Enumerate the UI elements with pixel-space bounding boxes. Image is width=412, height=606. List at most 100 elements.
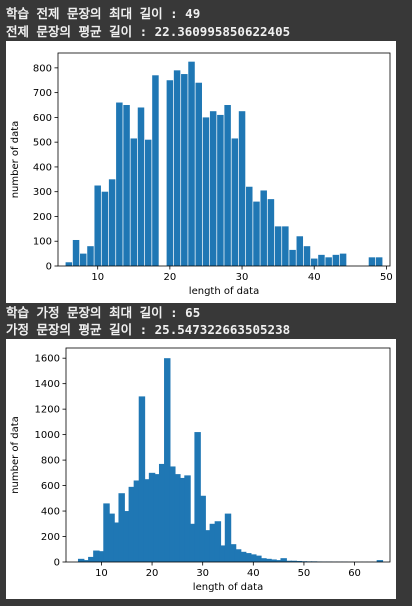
histogram-1-svg: 10 20 30 40 500100200300400500600700800lengt… [10, 52, 393, 297]
histogram-2-x-tick-label: 60 [348, 568, 361, 579]
histogram-2-bar [250, 554, 257, 562]
histogram-2-bar [93, 550, 100, 562]
histogram-1-bar [173, 70, 181, 266]
histogram-2-y-tick-label: 1600 [35, 354, 60, 365]
histogram-1-bar [325, 257, 332, 266]
histogram-2-svg: 10 20 30 40 50 600200400600800100012001400160… [10, 347, 391, 593]
histogram-2-bar [174, 474, 181, 562]
histogram-1-y-tick-label: 200 [33, 212, 52, 223]
histogram-2-bar [153, 474, 161, 562]
histogram-2-bar [260, 558, 267, 562]
histogram-2-bar [204, 530, 211, 562]
histogram-1-bar [310, 258, 318, 266]
histogram-1-x-tick-label: 50 [380, 272, 393, 283]
histogram-2-bar [285, 560, 292, 562]
histogram-1-bar [72, 239, 80, 266]
histogram-2-bar [275, 560, 282, 562]
histogram-2-bar [143, 479, 151, 562]
histogram-1-bar [246, 186, 253, 266]
histogram-1-x-tick-label: 30 [236, 272, 249, 283]
histogram-1-bar [123, 105, 130, 266]
histogram-1-bar [101, 191, 109, 266]
histogram-2-x-tick-label: 50 [298, 568, 311, 579]
histogram-2-y-axis-label: number of data [10, 416, 21, 494]
histogram-1-bar [238, 111, 246, 266]
histogram-2-bar [234, 549, 242, 562]
histogram-1-bar [274, 226, 282, 266]
histogram-2-bar [295, 560, 303, 562]
histogram-1-bar [209, 111, 217, 266]
histogram-2-bar [133, 480, 141, 562]
histogram-2-axes-frame [65, 347, 391, 563]
histogram-2-bar [128, 486, 136, 562]
histogram-2-bar [229, 544, 237, 562]
histogram-2-bar [255, 555, 262, 562]
histogram-1-bar [231, 138, 239, 266]
histogram-2-bar [148, 472, 156, 562]
histogram-2-y-tick-label: 400 [41, 507, 60, 518]
histogram-1-bar [195, 82, 202, 266]
histogram-1-bar [318, 254, 325, 266]
histogram-2-bar [123, 511, 130, 562]
output-1-line-2: 전제 문장의 평균 길이 : 22.360995850622405 [6, 24, 291, 39]
histogram-2-bar [164, 358, 171, 562]
histogram-1-x-tick-label: 10 [91, 272, 104, 283]
histogram-1-y-tick-label: 300 [33, 187, 52, 198]
histogram-1-bar [87, 246, 94, 266]
histogram-1-x-axis-label: length of data [189, 286, 259, 297]
histogram-2-bar [199, 495, 206, 562]
histogram-2-bar [239, 551, 247, 562]
histogram-1-bar [224, 105, 231, 266]
histogram-1-bar [202, 117, 210, 267]
histogram-1-bar [375, 257, 383, 266]
histogram-2-bar [376, 560, 384, 562]
histogram-1-bar [289, 249, 296, 266]
histogram-2-y-tick-label: 1400 [35, 379, 60, 390]
histogram-2-bar [108, 513, 115, 562]
histogram-1-y-tick-label: 100 [33, 237, 52, 248]
histogram-2-x-tick-label: 40 [247, 568, 260, 579]
histogram-1-y-axis-label: number of data [10, 121, 21, 199]
histogram-2-x-axis-label: length of data [193, 582, 263, 593]
histogram-1-y-tick-label: 800 [33, 63, 52, 74]
histogram-2-bar [138, 396, 146, 562]
histogram-2-bar [209, 523, 217, 562]
histogram-1-bar [94, 185, 101, 266]
histogram-1-bar [332, 254, 340, 266]
histogram-2-bar [290, 560, 298, 562]
histogram-1-bar [152, 75, 159, 266]
histogram-2-bar [280, 558, 287, 562]
histogram-2-y-tick-label: 1200 [35, 405, 60, 416]
histogram-1-bar [80, 253, 87, 266]
histogram-2-bar [118, 493, 125, 562]
output-2-line-2: 가정 문장의 평균 길이 : 25.547322663505238 [6, 322, 291, 337]
histogram-2-bar [103, 503, 110, 562]
histogram-1-bar [188, 61, 195, 266]
histogram-1-bar [65, 262, 73, 266]
histogram-1-bar [108, 179, 116, 266]
histogram-2-bars [77, 358, 384, 562]
histogram-2-bar [169, 466, 176, 562]
histogram-1-x-tick-label: 40 [308, 272, 321, 283]
histogram-1-bar [303, 246, 311, 266]
histogram-2-y-tick-label: 0 [54, 558, 60, 569]
histogram-1-bar [260, 190, 267, 266]
histogram-2-bar [77, 558, 85, 562]
histogram-1-bar [368, 257, 376, 266]
histogram-2-x-tick-label: 30 [196, 568, 209, 579]
histogram-1-bar [144, 139, 152, 266]
output-1-line-1: 학습 전제 문장의 최대 길이 : 49 [6, 6, 201, 21]
histogram-2-bar [98, 551, 105, 562]
histogram-1-bar [267, 199, 275, 266]
histogram-1-bars [65, 61, 383, 267]
histogram-2-y-tick-label: 800 [41, 456, 60, 467]
histogram-1-bar [137, 107, 145, 267]
histogram-1-bar [116, 102, 123, 266]
histogram-1-bar [253, 201, 260, 266]
histogram-2-y-tick-label: 600 [41, 481, 60, 492]
histogram-1-bar [339, 253, 347, 266]
histogram-1: 10 20 30 40 50 0 100 200 300 400 500 600 700 800 lengt… [6, 41, 396, 303]
histogram-1-axes-frame [57, 52, 391, 267]
histogram-1-bar [217, 114, 224, 266]
histogram-2-bar [245, 553, 252, 562]
